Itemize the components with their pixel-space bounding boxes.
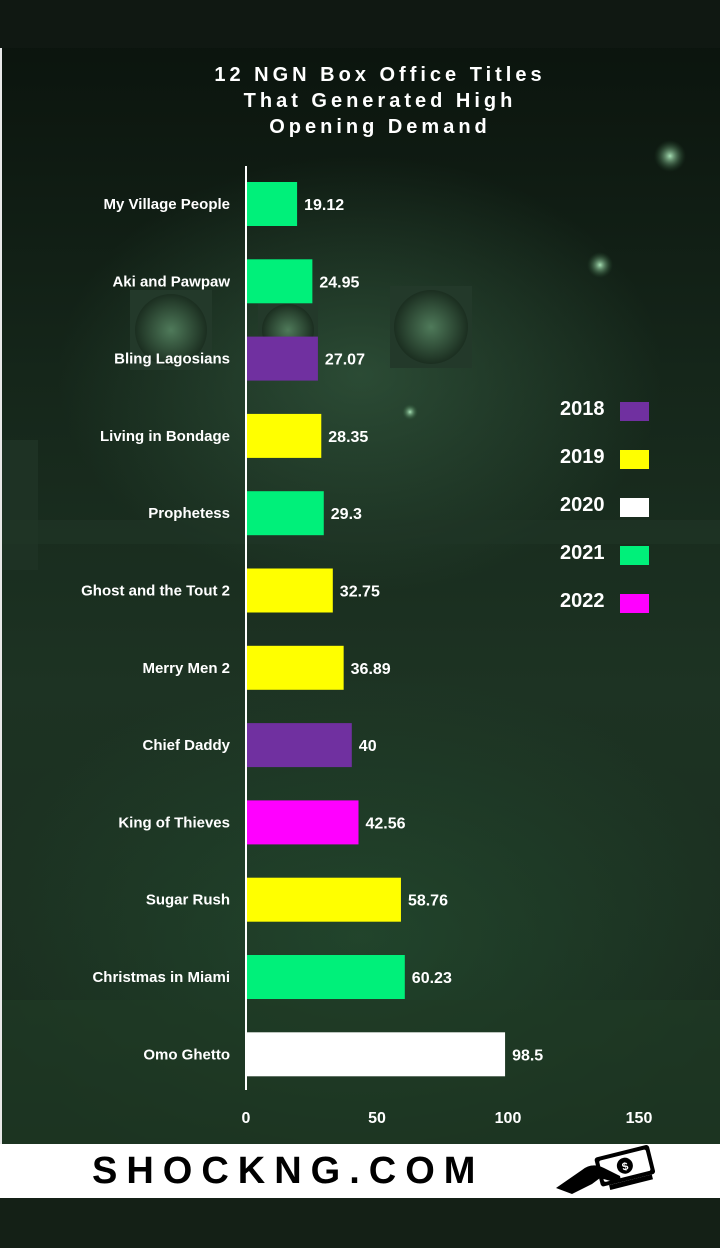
value-label: 60.23 (412, 970, 452, 987)
x-tick-label: 150 (626, 1110, 653, 1127)
chart-title: 12 NGN Box Office Titles That Generated … (214, 64, 546, 138)
legend-label: 2018 (560, 398, 605, 420)
legend-label: 2022 (560, 590, 605, 612)
value-label: 28.35 (328, 429, 368, 446)
value-label: 29.3 (331, 506, 362, 523)
bar-christmas-in-miami (247, 955, 405, 999)
legend-swatch (620, 546, 649, 565)
category-label: Prophetess (148, 505, 230, 522)
x-axis-ticks: 0 50 100 150 (242, 1110, 653, 1127)
category-label: Omo Ghetto (143, 1046, 230, 1063)
bar-prophetess (247, 491, 324, 536)
value-label: 98.5 (512, 1047, 543, 1064)
bar-chart: My Village People Aki and Pawpaw Bling Lag… (81, 166, 653, 1127)
legend-item-2021: 2021 (556, 540, 666, 588)
chart-panel (0, 48, 720, 1144)
bar-chief-daddy (247, 723, 352, 768)
brand-name: SHOCKNG.COM (92, 1150, 485, 1192)
legend: 2018 2019 2020 2021 2022 (556, 396, 666, 636)
category-labels: My Village People Aki and Pawpaw Bling Lag… (81, 196, 231, 1063)
brand-banner: SHOCKNG.COM $ (0, 1144, 720, 1198)
legend-item-2020: 2020 (556, 492, 666, 540)
x-tick-label: 100 (495, 1110, 522, 1127)
category-label: Merry Men 2 (142, 660, 230, 677)
value-label: 58.76 (408, 893, 448, 910)
legend-swatch (620, 498, 649, 517)
x-tick-label: 0 (242, 1110, 251, 1127)
x-tick-label: 50 (368, 1110, 386, 1127)
legend-item-2022: 2022 (556, 588, 666, 636)
value-label: 36.89 (351, 661, 391, 678)
category-label: Chief Daddy (142, 737, 230, 754)
category-label: Sugar Rush (146, 892, 230, 909)
category-label: Ghost and the Tout 2 (81, 583, 230, 600)
value-label: 42.56 (366, 815, 406, 832)
category-label: Bling Lagosians (114, 351, 230, 368)
bar-sugar-rush (247, 877, 401, 922)
value-label: 40 (359, 738, 377, 755)
value-label: 27.07 (325, 352, 365, 369)
legend-item-2019: 2019 (556, 444, 666, 492)
legend-swatch (620, 594, 649, 613)
category-label: My Village People (104, 196, 230, 213)
legend-swatch (620, 402, 649, 421)
category-label: King of Thieves (118, 814, 230, 831)
value-labels: 19.12 24.95 27.07 28.35 29.3 32.75 36.89 40 42.5… (304, 197, 543, 1064)
value-label: 19.12 (304, 197, 344, 214)
legend-label: 2020 (560, 494, 605, 516)
bottom-strip (0, 1198, 720, 1248)
legend-item-2018: 2018 (556, 396, 666, 444)
bars-group (247, 182, 506, 1077)
svg-text:$: $ (621, 1161, 630, 1174)
bar-merry-men-2 (247, 645, 344, 690)
category-label: Living in Bondage (100, 428, 230, 445)
category-label: Christmas in Miami (92, 969, 230, 986)
bar-omo-ghetto (247, 1032, 506, 1077)
legend-label: 2019 (560, 446, 605, 468)
bar-ghost-and-the-tout-2 (247, 568, 333, 613)
bar-king-of-thieves (247, 800, 359, 845)
value-label: 24.95 (319, 274, 359, 291)
legend-label: 2021 (560, 542, 605, 564)
bar-aki-and-pawpaw (247, 259, 313, 304)
bar-bling-lagosians (247, 336, 318, 381)
top-strip (0, 0, 720, 48)
legend-swatch (620, 450, 649, 469)
money-hand-icon: $ (556, 1145, 656, 1194)
category-label: Aki and Pawpaw (112, 273, 230, 290)
bar-living-in-bondage (247, 413, 322, 458)
bar-my-village-people (247, 182, 298, 226)
value-label: 32.75 (340, 584, 380, 601)
